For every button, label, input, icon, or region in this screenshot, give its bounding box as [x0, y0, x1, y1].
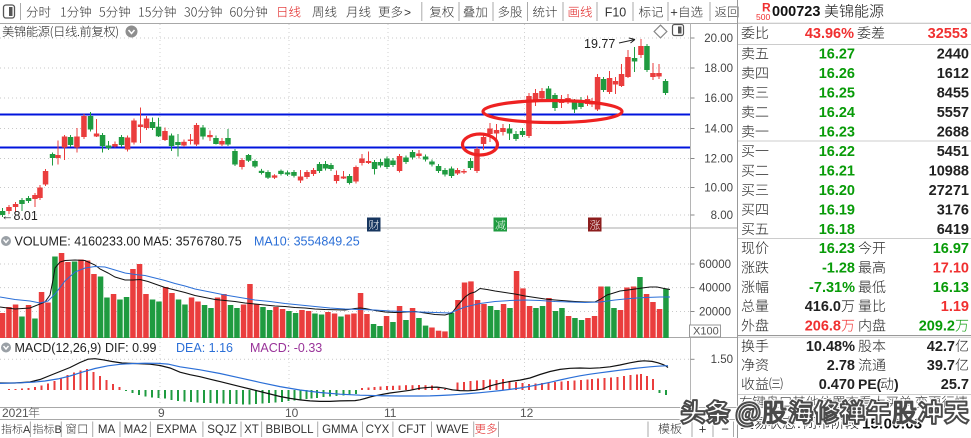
svg-text::: :	[797, 415, 801, 431]
svg-text:3176: 3176	[937, 203, 969, 219]
svg-text:11: 11	[384, 406, 397, 420]
svg-text:16.26: 16.26	[819, 66, 855, 82]
svg-text:A: A	[23, 424, 31, 436]
svg-text:10: 10	[285, 406, 299, 420]
svg-text:17.10: 17.10	[933, 261, 969, 277]
svg-text:DIF: 0.99: DIF: 0.99	[105, 341, 156, 355]
svg-text:-1.28: -1.28	[822, 261, 855, 277]
svg-text:BBIBOLL: BBIBOLL	[266, 424, 315, 436]
svg-text:DEA: 1.16: DEA: 1.16	[176, 341, 233, 355]
svg-text:500: 500	[756, 12, 770, 22]
svg-text:2688: 2688	[937, 125, 969, 141]
svg-text:19.77: 19.77	[584, 37, 615, 51]
svg-text:10.48%: 10.48%	[806, 339, 855, 355]
svg-text:16.24: 16.24	[819, 105, 855, 121]
svg-text:12.00: 12.00	[704, 154, 733, 166]
svg-text:39.7: 39.7	[927, 358, 955, 374]
svg-text:+: +	[670, 5, 678, 20]
svg-text:16.25: 16.25	[819, 86, 855, 102]
svg-text:10988: 10988	[929, 164, 969, 180]
svg-text:B: B	[55, 424, 62, 436]
svg-text:16.27: 16.27	[819, 47, 855, 63]
svg-text:12: 12	[520, 406, 534, 420]
svg-text:MA10: 3554849.25: MA10: 3554849.25	[254, 235, 360, 249]
svg-text:8455: 8455	[937, 86, 969, 102]
svg-text:16.23: 16.23	[819, 241, 855, 257]
svg-text:000723: 000723	[772, 4, 820, 20]
svg-text:−: −	[721, 422, 729, 437]
svg-text:+: +	[699, 422, 707, 437]
svg-text:16.97: 16.97	[933, 241, 969, 257]
svg-text:10.00: 10.00	[704, 183, 733, 195]
svg-text:16.18: 16.18	[819, 222, 855, 238]
svg-text:MA5: 3576780.75: MA5: 3576780.75	[143, 235, 242, 249]
svg-text:32553: 32553	[928, 26, 968, 42]
svg-text:←8.01: ←8.01	[1, 209, 38, 223]
svg-text:F10: F10	[605, 6, 627, 20]
svg-text:1.19: 1.19	[941, 299, 969, 315]
svg-text:MACD: -0.33: MACD: -0.33	[250, 341, 322, 355]
svg-text:60000: 60000	[699, 259, 731, 271]
svg-text:2.78: 2.78	[827, 358, 855, 374]
svg-text:16.13: 16.13	[933, 280, 969, 296]
svg-text:>: >	[404, 6, 411, 20]
svg-text:6419: 6419	[937, 222, 969, 238]
svg-text:209.2: 209.2	[919, 319, 955, 335]
svg-text:PE(: PE(	[858, 376, 882, 392]
svg-text:EXPMA: EXPMA	[156, 424, 197, 436]
svg-text:16.22: 16.22	[819, 144, 855, 160]
svg-text:25.7: 25.7	[941, 377, 969, 393]
svg-text:40000: 40000	[699, 283, 731, 295]
svg-text:20000: 20000	[699, 307, 731, 319]
svg-text:R: R	[762, 1, 771, 15]
svg-text:16.19: 16.19	[819, 203, 855, 219]
svg-text:416.0: 416.0	[805, 299, 841, 315]
svg-text:GMMA: GMMA	[322, 424, 358, 436]
svg-text:16.00: 16.00	[704, 93, 733, 105]
svg-text:16.20: 16.20	[819, 183, 855, 199]
svg-text:16.21: 16.21	[819, 164, 855, 180]
svg-text:8.00: 8.00	[711, 210, 733, 222]
svg-text:18.00: 18.00	[704, 63, 733, 75]
svg-text:-7.31%: -7.31%	[809, 280, 855, 296]
svg-text:20.00: 20.00	[704, 33, 733, 45]
svg-text:2021: 2021	[2, 406, 29, 420]
svg-text:VOLUME: 4160233.00: VOLUME: 4160233.00	[15, 235, 141, 249]
svg-text:2440: 2440	[937, 47, 969, 63]
svg-text:MA2: MA2	[124, 424, 148, 436]
svg-text:27271: 27271	[929, 183, 969, 199]
svg-text:SQJZ: SQJZ	[207, 424, 236, 436]
svg-text:CYX: CYX	[366, 424, 390, 436]
svg-text:43.96%: 43.96%	[805, 26, 854, 42]
svg-text:16.23: 16.23	[819, 125, 855, 141]
svg-text:MA: MA	[98, 424, 116, 436]
svg-text:0.470: 0.470	[819, 377, 855, 393]
svg-text:): )	[894, 376, 899, 392]
svg-text:9: 9	[158, 406, 165, 420]
svg-text:206.8: 206.8	[805, 319, 841, 335]
svg-text:1612: 1612	[937, 66, 969, 82]
svg-text:CFJT: CFJT	[398, 424, 426, 436]
svg-text:1.50: 1.50	[711, 354, 733, 366]
svg-text:14.00: 14.00	[704, 124, 733, 136]
svg-text:WAVE: WAVE	[436, 424, 469, 436]
svg-text:5557: 5557	[937, 105, 969, 121]
svg-text:XT: XT	[244, 424, 259, 436]
svg-text:42.7: 42.7	[927, 339, 955, 355]
svg-text:X100: X100	[693, 326, 719, 338]
svg-text:5451: 5451	[937, 144, 969, 160]
svg-text:MACD(12,26,9): MACD(12,26,9)	[15, 341, 102, 355]
